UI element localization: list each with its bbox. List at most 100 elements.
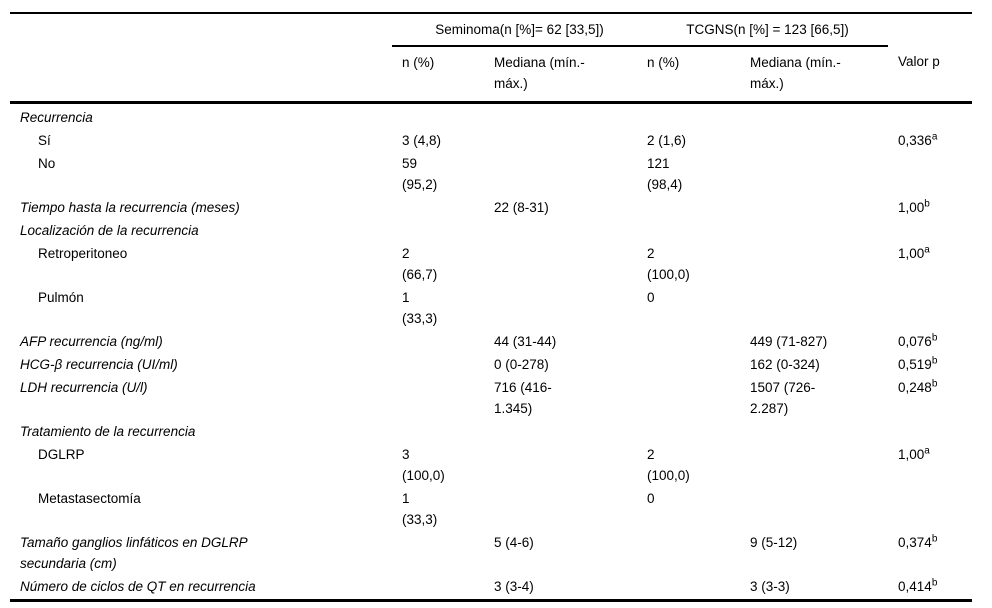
cell-seminoma-median: 44 (31-44) — [494, 334, 557, 349]
cell-seminoma-n: 3 (100,0) — [402, 447, 445, 483]
p-footnote-marker: b — [931, 533, 938, 545]
cell-p-value: 0,248b — [888, 377, 972, 421]
row-label: DGLRP — [38, 447, 85, 462]
cell-tcgns-median: 3 (3-3) — [740, 576, 889, 602]
p-footnote-marker: a — [931, 131, 938, 143]
group-header-row: Seminoma(n [%]= 62 [33,5]) TCGNS(n [%] =… — [10, 12, 973, 47]
cell-seminoma-median — [484, 287, 637, 331]
p-value: 1,00 — [898, 246, 925, 261]
cell-tcgns-n — [637, 377, 740, 421]
row-label: Retroperitoneo — [38, 246, 128, 261]
cell-tcgns-n — [637, 421, 740, 444]
cell-seminoma-median — [484, 103, 637, 131]
cell-seminoma-n: 1 (33,3) — [402, 290, 438, 326]
row-label: Localización de la recurrencia — [20, 223, 199, 238]
table-row: HCG-β recurrencia (UI/ml) 0 (0-278) 162 (0… — [10, 354, 972, 377]
table-row: Tiempo hasta la recurrencia (meses) 22 (8… — [10, 197, 972, 220]
cell-p-value — [888, 421, 972, 444]
cell-seminoma-median: 0 (0-278) — [494, 357, 549, 372]
cell-tcgns-n — [637, 220, 740, 243]
cell-seminoma-n — [392, 197, 484, 220]
cell-seminoma-median: 716 (416- 1.345) — [494, 380, 552, 416]
table-row: Localización de la recurrencia — [10, 220, 972, 243]
cell-tcgns-median: 162 (0-324) — [750, 357, 820, 372]
cell-p-value: 0,519b — [888, 354, 972, 377]
cell-p-value: 0,374b — [888, 532, 972, 576]
row-label: Tiempo hasta la recurrencia (meses) — [20, 200, 240, 215]
cell-tcgns-n — [637, 576, 740, 602]
cell-tcgns-n: 2 (100,0) — [647, 447, 690, 483]
table-row: LDH recurrencia (U/l) 716 (416- 1.345) 150… — [10, 377, 972, 421]
cell-seminoma-median — [484, 243, 637, 287]
cell-seminoma-median: 3 (3-4) — [484, 576, 637, 602]
cell-seminoma-median — [484, 153, 637, 197]
table-body: Recurrencia Sí 3 (4,8) 2 (1,6) 0,336a No 59 (9… — [10, 103, 973, 602]
p-value: 1,00 — [898, 200, 925, 215]
row-label: Metastasectomía — [38, 491, 141, 506]
cell-p-value — [888, 220, 972, 243]
group-header-tcgns: TCGNS(n [%] = 123 [66,5]) — [637, 12, 889, 47]
p-footnote-marker: a — [924, 244, 930, 256]
row-label: No — [38, 156, 56, 171]
cell-seminoma-n: 59 (95,2) — [402, 156, 438, 192]
cell-tcgns-n: 2 (100,0) — [647, 246, 690, 282]
cell-seminoma-n — [392, 532, 484, 576]
row-label: Pulmón — [38, 290, 84, 305]
cell-tcgns-median — [740, 421, 888, 444]
cell-tcgns-n: 2 (1,6) — [647, 133, 687, 148]
row-label: Número de ciclos de QT en recurrencia — [10, 576, 392, 602]
column-header-valor-p: Valor p — [888, 46, 973, 104]
column-header-row: n (%) Mediana (mín.- máx.) n (%) Mediana… — [10, 46, 973, 104]
cell-p-value — [888, 488, 972, 532]
cell-seminoma-median — [484, 220, 637, 243]
p-footnote-marker: b — [931, 577, 938, 589]
cell-seminoma-median — [484, 421, 637, 444]
table-row: Recurrencia — [10, 103, 972, 131]
row-label: Tratamiento de la recurrencia — [20, 424, 196, 439]
cell-seminoma-n — [392, 576, 484, 602]
cell-tcgns-median — [740, 287, 888, 331]
cell-seminoma-n — [392, 421, 484, 444]
cell-tcgns-n: 0 — [647, 491, 655, 506]
cell-tcgns-n: 0 — [647, 290, 655, 305]
recurrence-comparison-table-wrap: Seminoma(n [%]= 62 [33,5]) TCGNS(n [%] =… — [10, 12, 982, 602]
column-header-tcgns-median: Mediana (mín.- máx.) — [740, 46, 889, 104]
column-header-label-spacer — [10, 46, 392, 104]
table-row: Tratamiento de la recurrencia — [10, 421, 972, 444]
cell-seminoma-n — [392, 331, 484, 354]
table-row: Pulmón 1 (33,3) 0 — [10, 287, 972, 331]
cell-tcgns-median — [740, 103, 888, 131]
recurrence-comparison-table: Seminoma(n [%]= 62 [33,5]) TCGNS(n [%] =… — [10, 12, 973, 602]
table-row: DGLRP 3 (100,0) 2 (100,0) 1,00a — [10, 444, 972, 488]
cell-p-value: 0,336a — [888, 130, 972, 153]
row-label: Recurrencia — [20, 110, 93, 125]
cell-tcgns-n — [637, 331, 740, 354]
cell-p-value: 1,00a — [888, 444, 972, 488]
column-header-seminoma-n: n (%) — [392, 46, 484, 104]
p-footnote-marker: b — [931, 332, 938, 344]
cell-tcgns-median — [740, 220, 888, 243]
cell-tcgns-median: 1507 (726- 2.287) — [750, 380, 816, 416]
row-label: Tamaño ganglios linfáticos en DGLRP secu… — [20, 535, 248, 571]
p-value: 1,00 — [898, 447, 925, 462]
p-footnote-marker: a — [924, 445, 930, 457]
group-header-spacer-right — [888, 12, 973, 46]
cell-p-value: 1,00b — [888, 197, 972, 220]
cell-tcgns-median — [740, 153, 888, 197]
cell-seminoma-median: 5 (4-6) — [494, 535, 534, 550]
row-label: Sí — [38, 133, 51, 148]
p-value: 0,374 — [898, 535, 932, 550]
cell-seminoma-n: 2 (66,7) — [402, 246, 438, 282]
p-footnote-marker: b — [931, 355, 938, 367]
p-value: 0,076 — [898, 334, 932, 349]
row-label: LDH recurrencia (U/l) — [20, 380, 148, 395]
table-row: Retroperitoneo 2 (66,7) 2 (100,0) 1,00a — [10, 243, 972, 287]
cell-seminoma-n: 3 (4,8) — [402, 133, 442, 148]
column-header-seminoma-median: Mediana (mín.- máx.) — [484, 46, 637, 104]
cell-tcgns-median: 449 (71-827) — [750, 334, 828, 349]
cell-tcgns-median — [740, 444, 888, 488]
cell-seminoma-n — [392, 354, 484, 377]
cell-tcgns-n — [637, 532, 740, 576]
p-value: 0,414 — [898, 579, 932, 594]
row-label: AFP recurrencia (ng/ml) — [20, 334, 163, 349]
